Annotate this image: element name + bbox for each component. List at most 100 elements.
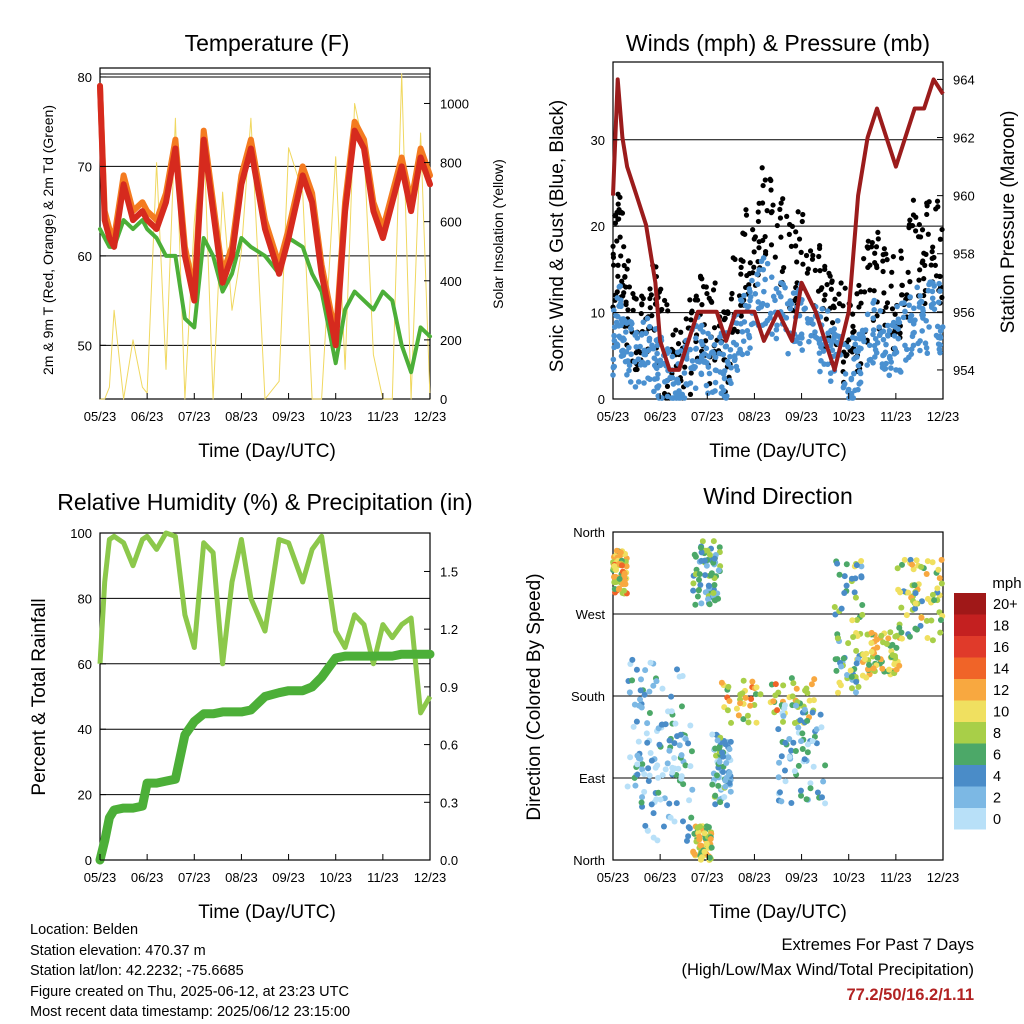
gust-point	[623, 301, 629, 308]
legend-swatch	[954, 808, 986, 830]
direction-point	[623, 563, 630, 570]
direction-point	[790, 739, 797, 746]
direction-point	[707, 572, 714, 579]
x-tick-label: 09/23	[785, 870, 818, 885]
direction-point	[791, 768, 798, 775]
wind-point	[653, 364, 659, 370]
wind-point	[799, 347, 806, 353]
direction-point	[688, 814, 695, 821]
gust-point	[905, 269, 911, 275]
direction-point	[801, 706, 808, 713]
winds-ticks: 0 10 20 30 954 956 958 960 962 964 05/23 06/23 07/23…	[591, 72, 975, 424]
legend-label: 16	[993, 640, 1009, 656]
humidity-title: Relative Humidity (%) & Precipitation (i…	[57, 489, 472, 515]
gust-point	[703, 338, 709, 344]
direction-point	[735, 712, 742, 719]
direction-point	[806, 697, 813, 704]
wind-point	[936, 346, 943, 353]
gust-point	[842, 285, 848, 291]
gust-point	[711, 325, 718, 331]
wind-point	[759, 300, 766, 307]
y2-tick-label: 954	[953, 363, 975, 378]
wind-point	[851, 370, 857, 377]
wind-point	[649, 342, 655, 349]
wind-point	[881, 351, 887, 358]
gust-point	[664, 383, 671, 389]
x-tick-label: 10/23	[832, 870, 865, 885]
wind-point	[785, 350, 791, 357]
gust-point	[722, 315, 728, 321]
direction-point	[659, 772, 666, 779]
wind-point	[859, 327, 866, 334]
direction-point	[838, 605, 845, 612]
direction-point	[712, 801, 719, 808]
direction-point	[653, 678, 660, 685]
direction-point	[889, 652, 896, 659]
gust-point	[777, 206, 783, 213]
wind-point	[712, 379, 719, 386]
gust-point	[700, 284, 707, 290]
gust-point	[658, 307, 665, 313]
figure-created: Figure created on Thu, 2025-06-12, at 23…	[30, 983, 349, 1000]
wind-point	[692, 385, 699, 392]
y-tick-label: 40	[78, 722, 92, 737]
direction-point	[789, 693, 796, 700]
wind-point	[820, 348, 827, 354]
gust-point	[751, 264, 757, 270]
y-tick-label: 0	[598, 392, 605, 407]
direction-point	[717, 799, 724, 806]
wind-point	[850, 395, 857, 401]
direction-point	[792, 702, 799, 709]
gust-point	[625, 258, 632, 264]
wind-point	[935, 299, 942, 306]
direction-point	[691, 851, 698, 858]
gust-point	[689, 308, 695, 314]
gust-point	[807, 248, 814, 254]
gust-point	[880, 268, 886, 275]
wind-point	[706, 370, 713, 377]
direction-point	[706, 551, 713, 558]
gust-point	[678, 329, 684, 335]
wind-point	[819, 306, 826, 312]
direction-point	[786, 736, 793, 743]
gust-point	[805, 266, 811, 272]
wind-point	[620, 318, 626, 325]
wind-point	[762, 320, 769, 327]
wind-point	[896, 367, 903, 374]
wind-point	[760, 266, 767, 273]
wind-point	[654, 375, 660, 382]
direction-point	[669, 769, 676, 776]
wind-point	[755, 299, 761, 305]
wind-point	[734, 367, 741, 373]
direction-point	[644, 720, 651, 727]
wind-point	[916, 304, 923, 310]
wind-point	[698, 370, 705, 377]
direction-point	[808, 681, 815, 688]
direction-point	[655, 774, 662, 781]
wind-point	[733, 341, 740, 348]
gust-point	[872, 250, 878, 256]
gust-point	[621, 262, 627, 269]
direction-point	[855, 683, 862, 690]
gust-point	[664, 302, 670, 308]
wind-point	[624, 371, 630, 378]
gust-point	[899, 282, 905, 289]
humidity-xlabel: Time (Day/UTC)	[198, 902, 336, 923]
direction-point	[618, 562, 625, 569]
gust-point	[615, 216, 621, 222]
direction-point	[868, 648, 875, 655]
direction-point	[685, 833, 692, 840]
direction-point	[692, 601, 699, 608]
direction-point	[929, 559, 936, 566]
gust-point	[688, 317, 694, 323]
direction-point	[713, 772, 720, 779]
wind-point	[720, 387, 727, 394]
direction-point	[719, 749, 726, 756]
direction-point	[936, 575, 943, 582]
gust-point	[804, 270, 810, 276]
direction-point	[852, 594, 859, 601]
gust-point	[919, 227, 926, 233]
legend-swatch	[954, 636, 986, 658]
direction-point	[929, 637, 936, 644]
